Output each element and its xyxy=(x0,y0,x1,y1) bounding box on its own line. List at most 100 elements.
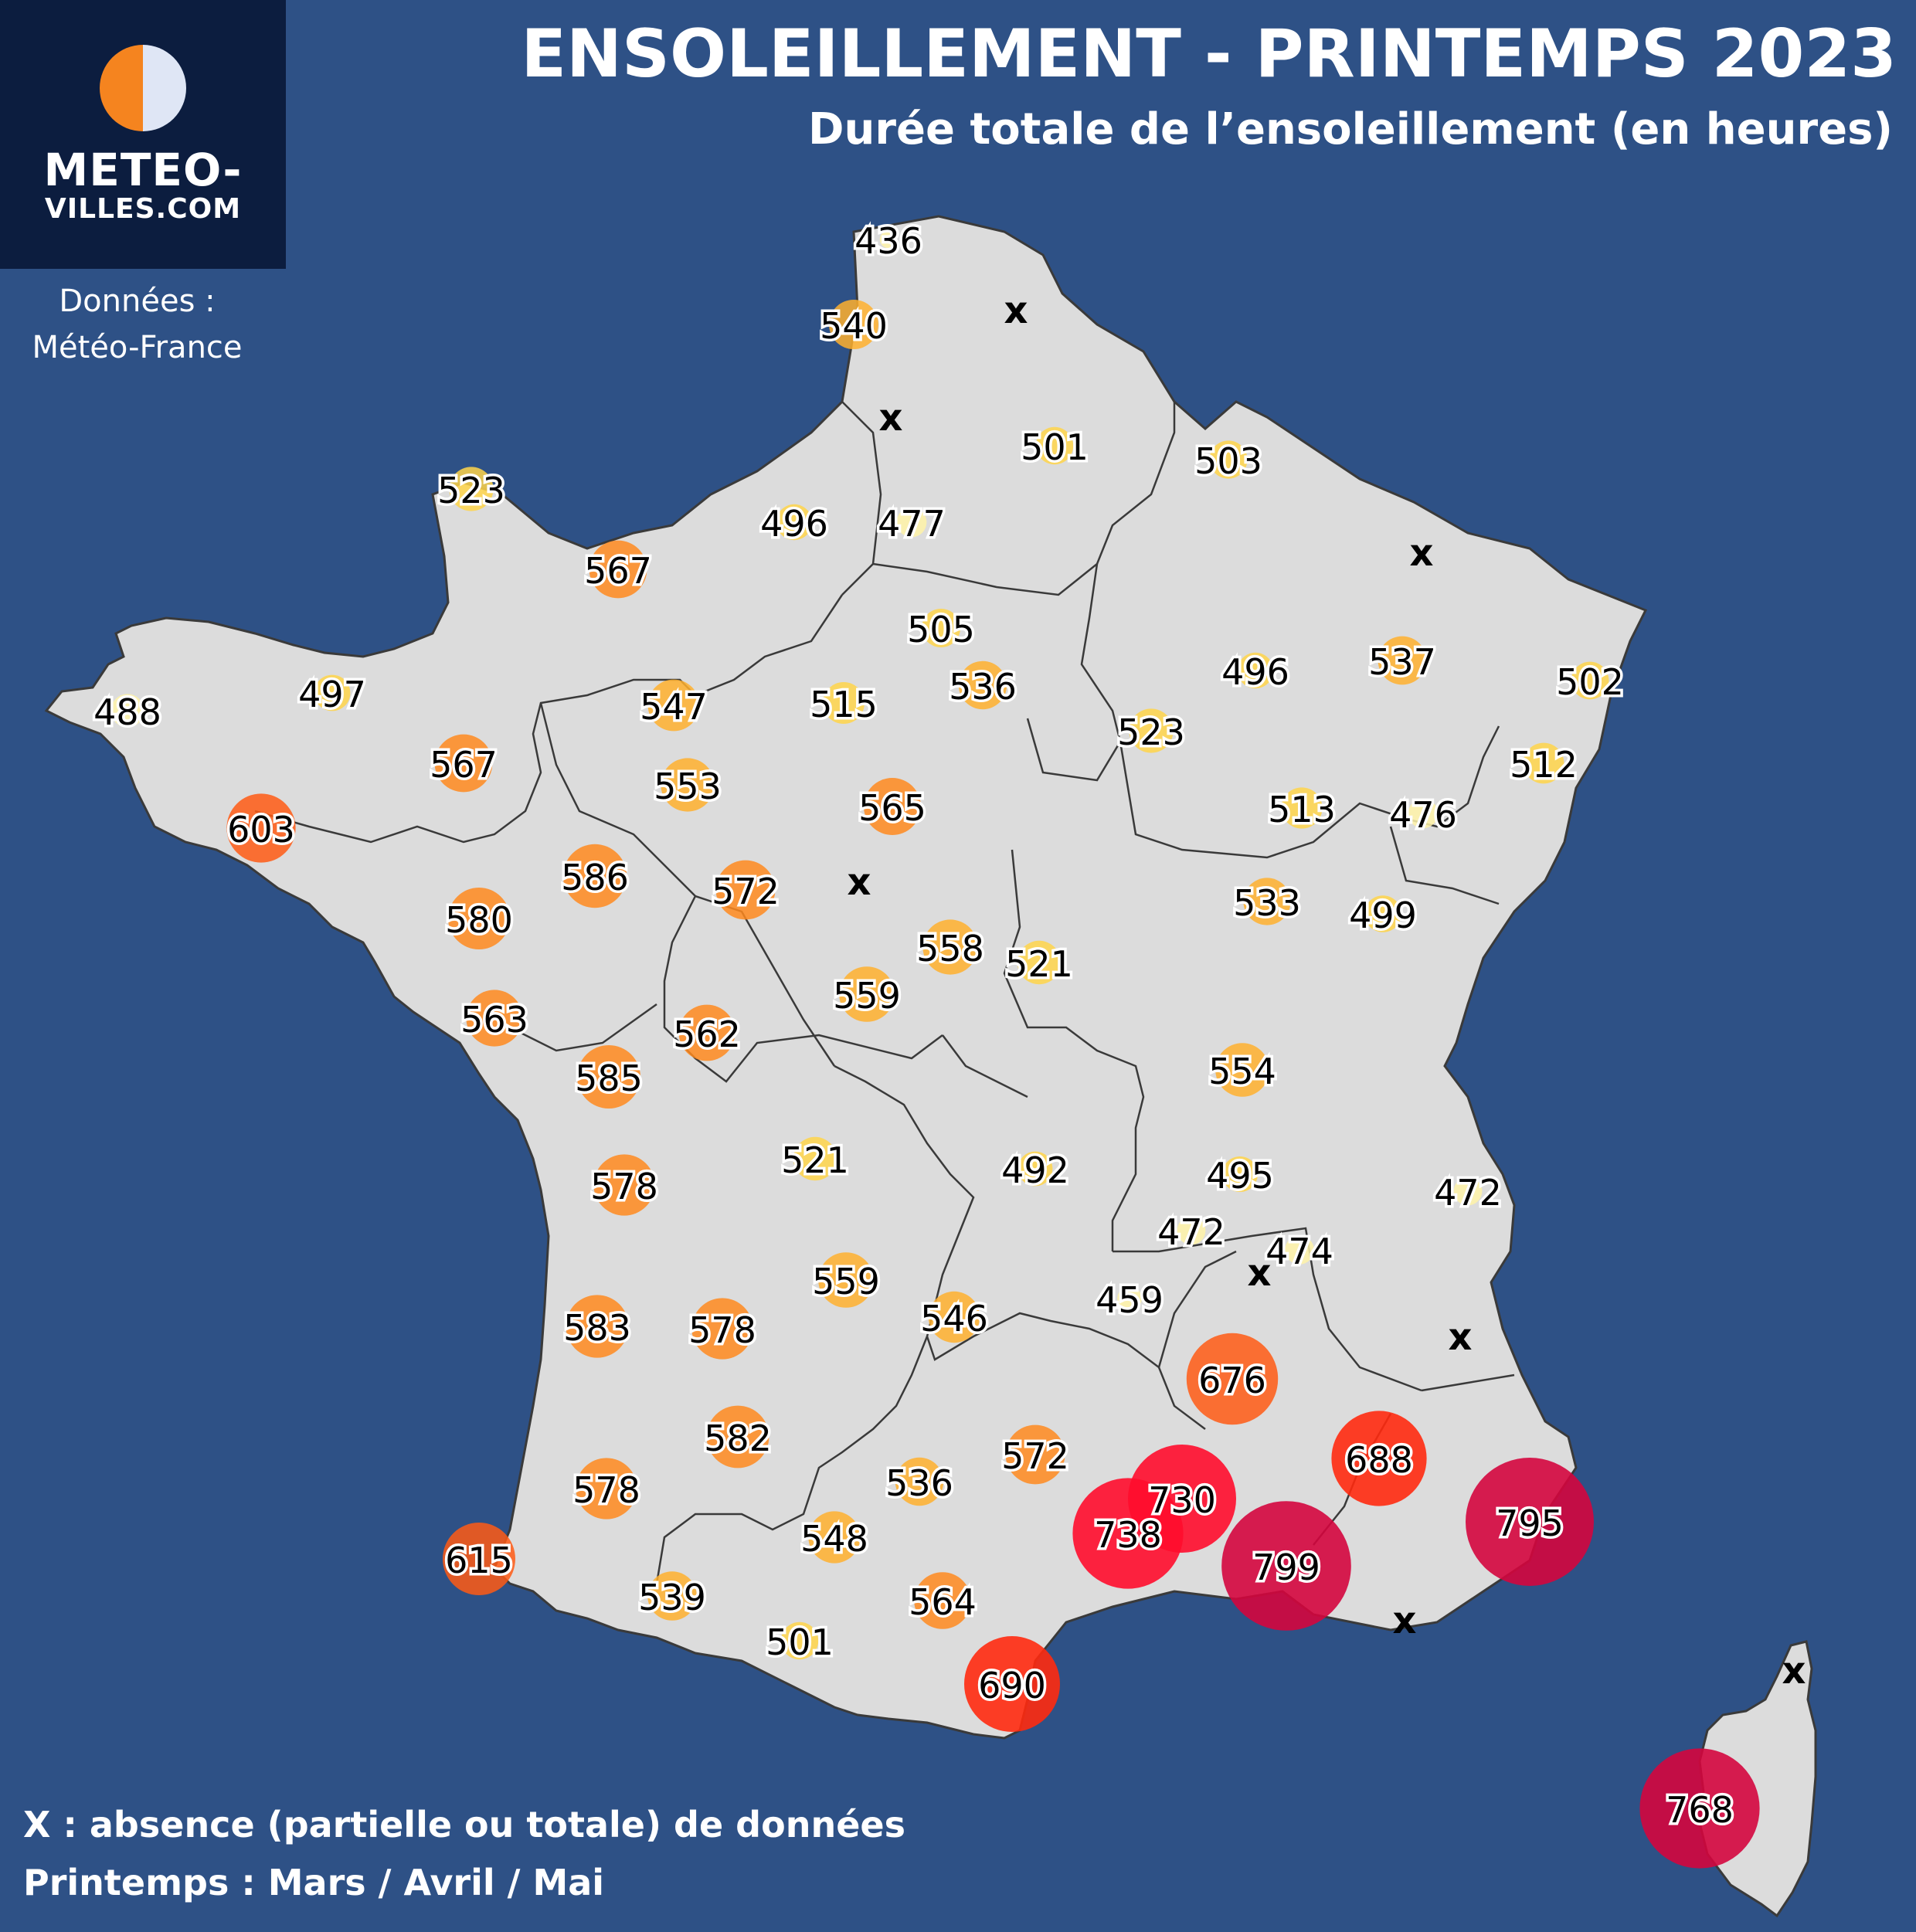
station-value-label: 497 xyxy=(298,674,366,715)
station-value-label: 536 xyxy=(949,666,1017,708)
sun-moon-icon xyxy=(100,45,186,131)
station-bubble xyxy=(823,682,865,724)
station-bubble xyxy=(922,919,978,975)
station-bubble xyxy=(1177,1216,1206,1245)
station-value-label: 730 xyxy=(1148,1479,1216,1521)
station-bubble xyxy=(1408,798,1439,829)
logo-text-line2: VILLES.COM xyxy=(44,193,242,225)
station-bubble xyxy=(576,1458,637,1519)
logo-text-line1: METEO- xyxy=(43,144,243,196)
station-value-label: 513 xyxy=(1268,789,1336,830)
station-value-label: 503 xyxy=(1194,440,1262,482)
station-bubble xyxy=(647,679,700,732)
station-value-label: 603 xyxy=(227,809,295,851)
station-labels: 436 540 501 503 523 496 477 567 505 537 496 502 488 4… xyxy=(91,218,1737,1834)
station-bubble xyxy=(1129,708,1174,753)
station-bubble xyxy=(780,1621,819,1660)
station-bubble xyxy=(896,507,927,538)
station-value-label: 474 xyxy=(1265,1231,1333,1272)
station-bubble xyxy=(1281,787,1323,829)
station-value-label: 512 xyxy=(1510,744,1578,786)
station-bubble xyxy=(1378,636,1427,685)
station-bubble xyxy=(776,504,813,541)
station-value-label: 533 xyxy=(1233,882,1301,924)
station-value-label: 436 xyxy=(854,220,922,262)
station-value-label: 567 xyxy=(584,550,652,592)
station-bubble xyxy=(1237,652,1274,689)
station-value-label: 523 xyxy=(1117,711,1185,753)
missing-data-marker: x xyxy=(1004,289,1028,332)
station-value-label: 476 xyxy=(1389,794,1457,836)
station-value-label: 495 xyxy=(1206,1155,1274,1197)
station-bubble xyxy=(1243,878,1291,925)
station-value-label: 523 xyxy=(437,470,505,511)
station-bubble xyxy=(958,660,1007,710)
station-bubble xyxy=(647,1571,697,1621)
data-source-line2: Météo-France xyxy=(32,330,243,365)
station-value-label: 578 xyxy=(688,1309,756,1351)
data-source: Données : Météo-France xyxy=(0,278,274,371)
station-value-label: 536 xyxy=(885,1462,953,1504)
season-note: Printemps : Mars / Avril / Mai xyxy=(23,1862,605,1903)
station-value-label: 521 xyxy=(781,1139,849,1181)
station-bubble xyxy=(448,888,510,949)
station-value-label: 492 xyxy=(1001,1149,1069,1191)
station-bubble xyxy=(1072,1478,1184,1589)
station-value-label: 548 xyxy=(800,1518,868,1560)
station-bubble xyxy=(1222,1156,1258,1192)
station-value-label: 562 xyxy=(673,1014,741,1055)
station-bubble xyxy=(589,540,647,599)
station-bubble xyxy=(1035,426,1074,465)
station-value-label: 488 xyxy=(93,691,161,733)
data-source-line1: Données : xyxy=(59,284,216,319)
station-value-label: 501 xyxy=(766,1621,834,1663)
station-value-label: 690 xyxy=(978,1665,1046,1706)
station-bubble xyxy=(226,793,296,863)
station-bubble xyxy=(1285,1235,1314,1265)
station-bubble xyxy=(1364,895,1401,932)
station-bubble xyxy=(691,1298,753,1360)
station-value-label: 472 xyxy=(1434,1172,1502,1214)
station-bubble xyxy=(829,300,878,349)
station-bubble xyxy=(562,844,627,908)
station-value-label: 563 xyxy=(460,999,528,1041)
station-value-label: 547 xyxy=(640,686,708,728)
station-value-label: 553 xyxy=(654,766,722,807)
missing-data-marker: x xyxy=(1393,1599,1417,1642)
station-bubble xyxy=(434,734,493,793)
station-value-label: 586 xyxy=(561,857,629,898)
station-value-label: 540 xyxy=(820,305,888,347)
missing-data-marker: x xyxy=(1248,1251,1272,1295)
station-value-label: 496 xyxy=(760,503,828,545)
station-bubble xyxy=(1453,1177,1483,1206)
station-bubble xyxy=(1523,742,1564,784)
station-bubble xyxy=(466,990,523,1047)
missing-data-marker: x xyxy=(848,861,871,904)
missing-data-marker: x xyxy=(1782,1649,1806,1693)
station-value-label: 582 xyxy=(704,1418,772,1459)
station-bubble xyxy=(879,230,898,249)
station-bubble xyxy=(1571,661,1609,700)
station-bubble xyxy=(1005,1424,1065,1485)
station-value-label: 799 xyxy=(1252,1547,1320,1588)
station-value-label: 768 xyxy=(1666,1789,1734,1831)
station-value-label: 477 xyxy=(878,503,946,545)
station-value-label: 515 xyxy=(810,684,878,725)
station-value-label: 554 xyxy=(1208,1051,1276,1092)
station-value-label: 688 xyxy=(1345,1439,1413,1481)
station-bubble xyxy=(1331,1411,1427,1506)
station-value-label: 559 xyxy=(833,975,901,1017)
station-bubble xyxy=(678,1004,735,1061)
station-bubble xyxy=(818,1252,874,1308)
station-bubble xyxy=(914,1572,971,1629)
station-bubble xyxy=(1017,940,1062,985)
missing-data-marker: x xyxy=(1410,531,1434,575)
station-markers xyxy=(110,230,1760,1869)
station-bubble xyxy=(1221,1501,1351,1631)
station-bubble xyxy=(314,674,351,711)
station-value-label: 580 xyxy=(445,899,513,941)
station-value-label: 583 xyxy=(563,1307,631,1349)
page-subtitle: Durée totale de l’ensoleillement (en heu… xyxy=(808,104,1893,154)
station-value-label: 472 xyxy=(1157,1211,1225,1253)
station-value-label: 578 xyxy=(572,1469,640,1511)
